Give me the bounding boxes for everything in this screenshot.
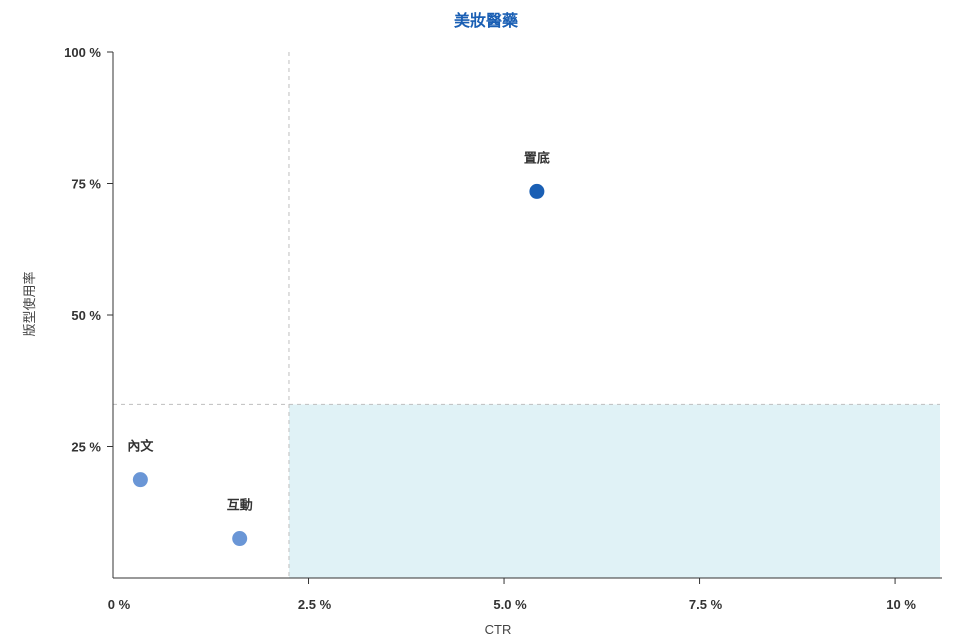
data-point-label: 內文 <box>127 439 154 454</box>
y-tick-label: 75 % <box>71 177 101 192</box>
highlight-region <box>288 404 940 578</box>
x-tick-label: 5.0 % <box>493 597 527 612</box>
x-tick-label: 10 % <box>886 597 916 612</box>
y-tick-label: 25 % <box>71 440 101 455</box>
data-point-label: 互動 <box>227 498 253 513</box>
y-tick-label: 50 % <box>71 308 101 323</box>
axis-ticks: 25 % 50 % 75 % 100 % 0 % 2.5 % 5.0 % 7.5 % 10 % <box>64 45 916 612</box>
chart-title: 美妝醫藥 <box>454 11 519 30</box>
x-tick-label: 7.5 % <box>689 597 723 612</box>
x-tick-label: 2.5 % <box>298 597 332 612</box>
x-axis-title: CTR <box>485 622 512 637</box>
x-tick-label: 0 % <box>108 597 131 612</box>
data-point[interactable] <box>529 183 545 199</box>
y-axis-title: 版型使用率 <box>22 271 37 336</box>
y-tick-label: 100 % <box>64 45 101 60</box>
data-point[interactable] <box>132 472 148 488</box>
data-point-label: 置底 <box>524 150 550 165</box>
data-point[interactable] <box>232 531 248 547</box>
